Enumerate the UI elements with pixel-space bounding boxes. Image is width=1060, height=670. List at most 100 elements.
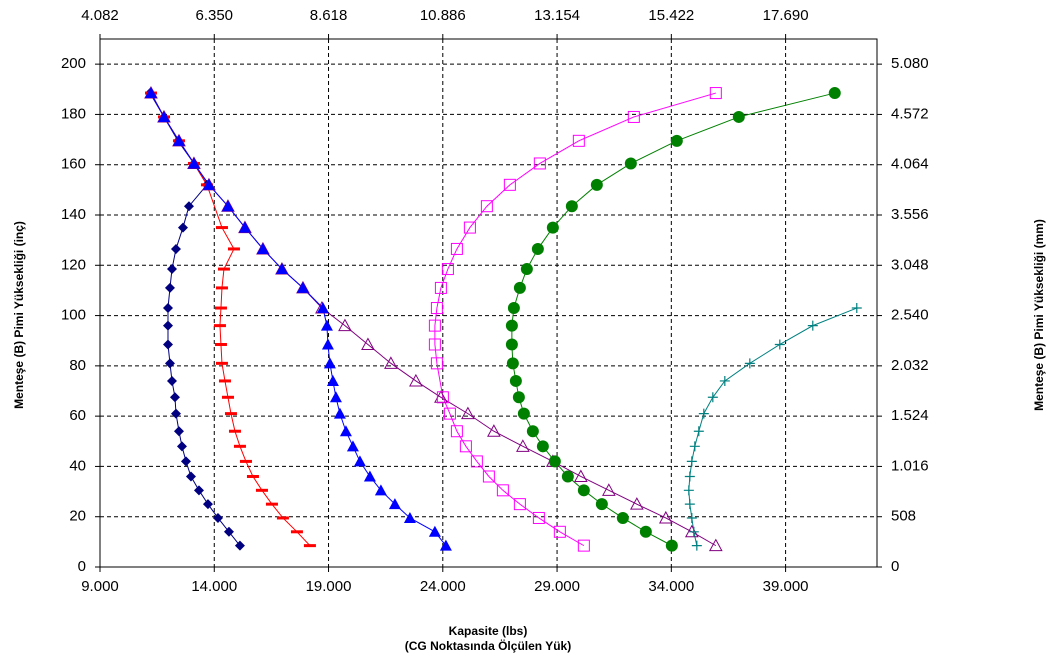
x2-tick-label: 4.082 [81,7,119,24]
marker [686,456,697,467]
marker [338,318,352,332]
marker [450,425,463,438]
marker [434,281,447,294]
y2-tick-label: 0 [891,558,899,575]
marker [688,526,699,537]
x2-tick-label: 15.422 [648,7,694,24]
marker [698,408,709,419]
marker [169,392,180,403]
marker [602,483,616,496]
marker [851,303,862,314]
x-axis-sublabel: (CG Noktasında Ölçülen Yük) [405,638,571,653]
marker [428,319,441,332]
marker [506,357,519,370]
marker [180,456,191,467]
marker [719,375,730,386]
marker [193,485,204,496]
y2-tick-label: 4.064 [891,156,929,173]
marker [684,499,695,510]
marker [436,391,449,404]
marker [503,178,516,191]
marker [516,439,530,452]
marker [428,338,441,351]
plot-area [100,39,877,567]
marker [202,178,215,190]
y2-tick-label: 3.048 [891,256,929,273]
marker [428,525,441,537]
marker [321,338,334,350]
marker [374,484,387,496]
marker [202,499,213,510]
marker [574,469,588,482]
y-tick-label: 40 [69,457,86,474]
y2-tick-label: 1.524 [891,407,929,424]
marker [296,281,309,293]
marker [439,539,452,551]
x-tick-label: 14.000 [191,578,237,595]
marker [482,470,495,483]
marker [450,242,463,255]
marker [326,374,339,386]
marker [505,319,518,332]
marker [629,497,644,510]
y-tick-label: 80 [69,357,86,374]
marker [443,407,456,420]
y-tick-label: 60 [69,407,86,424]
marker [708,538,723,552]
marker [238,221,251,233]
marker [496,484,509,497]
marker [177,222,188,233]
marker [732,110,745,123]
y-tick-label: 120 [61,256,86,273]
marker [512,391,525,404]
marker [590,178,603,191]
marker [346,440,359,452]
x-tick-label: 34.000 [648,578,694,595]
y-tick-label: 20 [69,508,86,525]
marker [316,302,329,314]
marker [565,200,578,213]
marker [533,157,546,170]
marker [164,358,175,369]
marker [577,539,590,552]
x2-tick-label: 17.690 [763,7,809,24]
marker [170,243,181,254]
marker [505,338,518,351]
marker [689,441,700,452]
x-tick-label: 39.000 [763,578,809,595]
marker [463,221,476,234]
y2-tick-label: 508 [891,508,916,525]
x-tick-label: 19.000 [306,578,352,595]
marker [616,511,629,524]
marker [572,134,585,147]
marker [403,511,416,523]
marker [513,498,526,511]
y-tick-label: 140 [61,206,86,223]
x2-tick-label: 6.350 [195,7,233,24]
marker [658,510,673,524]
marker [561,470,574,483]
series-line [434,92,716,547]
marker [329,391,342,403]
marker [223,526,234,537]
marker [162,320,173,331]
marker [461,406,475,420]
marker [639,525,652,538]
marker [441,263,454,276]
marker [172,134,185,146]
x-tick-label: 9.000 [81,578,119,595]
y2-tick-label: 5.080 [891,55,929,72]
marker [363,470,376,482]
marker [275,263,288,275]
x-axis-label: Kapasite (lbs) [449,624,528,638]
marker [144,87,157,99]
marker [507,302,520,315]
marker [234,540,245,551]
marker [430,357,443,370]
marker [480,200,493,213]
marker [487,424,501,437]
x2-tick-label: 13.154 [534,7,580,24]
marker [774,339,785,350]
series-line [688,307,857,546]
